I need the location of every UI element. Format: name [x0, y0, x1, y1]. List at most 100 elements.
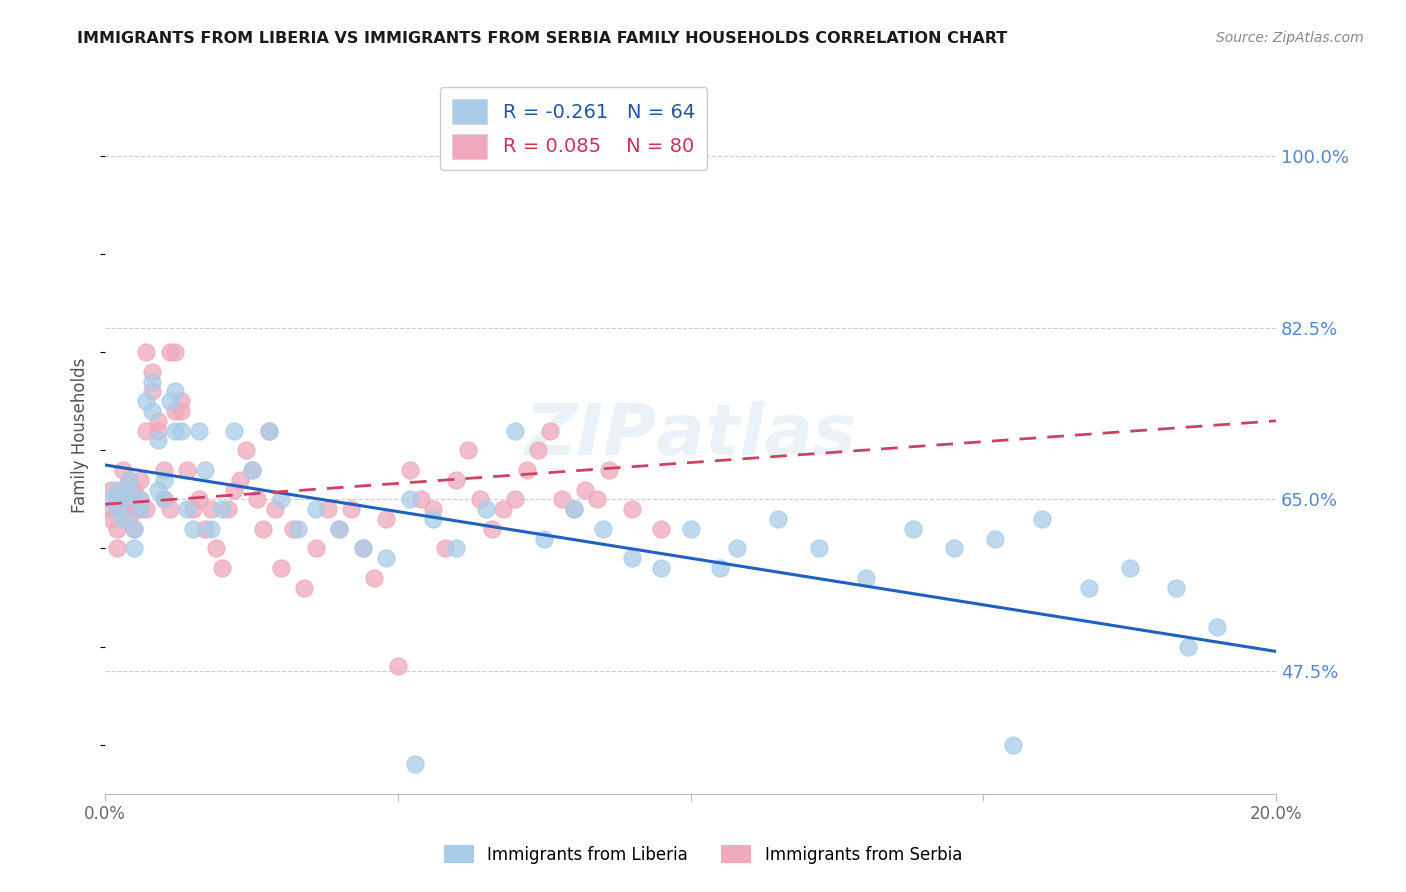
Point: [176, 463, 198, 477]
Point: [124, 502, 146, 516]
Point: [181, 502, 204, 516]
Point: [257, 424, 280, 438]
Point: [135, 345, 157, 359]
Point: [152, 492, 174, 507]
Point: [170, 404, 193, 418]
Point: [194, 463, 217, 477]
Point: [105, 502, 128, 516]
Point: [363, 571, 385, 585]
Point: [229, 473, 252, 487]
Point: [375, 512, 398, 526]
Point: [808, 541, 831, 556]
Point: [468, 492, 491, 507]
Point: [100, 502, 122, 516]
Point: [270, 561, 292, 575]
Point: [527, 443, 550, 458]
Point: [111, 483, 134, 497]
Point: [650, 561, 672, 575]
Point: [117, 473, 139, 487]
Point: [146, 414, 169, 428]
Point: [679, 522, 702, 536]
Point: [200, 522, 222, 536]
Point: [111, 463, 134, 477]
Point: [433, 541, 456, 556]
Point: [211, 502, 233, 516]
Point: [1001, 738, 1024, 752]
Point: [141, 375, 163, 389]
Point: [538, 424, 561, 438]
Legend: Immigrants from Liberia, Immigrants from Serbia: Immigrants from Liberia, Immigrants from…: [437, 838, 969, 871]
Point: [533, 532, 555, 546]
Point: [117, 473, 139, 487]
Point: [222, 424, 245, 438]
Point: [422, 512, 444, 526]
Point: [240, 463, 263, 477]
Point: [100, 492, 122, 507]
Point: [621, 551, 644, 566]
Point: [222, 483, 245, 497]
Point: [129, 492, 152, 507]
Point: [984, 532, 1007, 546]
Point: [281, 522, 304, 536]
Point: [100, 512, 122, 526]
Point: [105, 522, 128, 536]
Point: [901, 522, 924, 536]
Point: [105, 492, 128, 507]
Point: [129, 473, 152, 487]
Point: [135, 394, 157, 409]
Point: [305, 541, 328, 556]
Point: [398, 463, 420, 477]
Point: [152, 463, 174, 477]
Point: [200, 502, 222, 516]
Point: [159, 502, 181, 516]
Point: [129, 502, 152, 516]
Point: [375, 551, 398, 566]
Point: [252, 522, 274, 536]
Point: [159, 345, 181, 359]
Point: [194, 522, 217, 536]
Point: [264, 502, 287, 516]
Point: [709, 561, 731, 575]
Point: [422, 502, 444, 516]
Point: [111, 492, 134, 507]
Point: [257, 424, 280, 438]
Point: [240, 463, 263, 477]
Point: [1031, 512, 1053, 526]
Point: [170, 394, 193, 409]
Point: [124, 522, 146, 536]
Point: [481, 522, 503, 536]
Point: [352, 541, 374, 556]
Point: [562, 502, 585, 516]
Point: [855, 571, 877, 585]
Text: Source: ZipAtlas.com: Source: ZipAtlas.com: [1216, 31, 1364, 45]
Point: [516, 463, 538, 477]
Point: [1166, 581, 1188, 595]
Point: [141, 404, 163, 418]
Point: [725, 541, 748, 556]
Point: [187, 424, 209, 438]
Point: [404, 757, 426, 772]
Point: [141, 384, 163, 399]
Point: [492, 502, 515, 516]
Point: [146, 424, 169, 438]
Point: [474, 502, 496, 516]
Point: [111, 512, 134, 526]
Point: [129, 502, 152, 516]
Point: [141, 365, 163, 379]
Point: [621, 502, 644, 516]
Point: [598, 463, 620, 477]
Point: [270, 492, 292, 507]
Point: [117, 512, 139, 526]
Point: [135, 502, 157, 516]
Point: [159, 394, 181, 409]
Point: [1177, 640, 1199, 654]
Point: [411, 492, 433, 507]
Point: [152, 473, 174, 487]
Point: [340, 502, 363, 516]
Point: [551, 492, 574, 507]
Point: [205, 541, 228, 556]
Point: [1077, 581, 1099, 595]
Point: [446, 541, 468, 556]
Text: IMMIGRANTS FROM LIBERIA VS IMMIGRANTS FROM SERBIA FAMILY HOUSEHOLDS CORRELATION : IMMIGRANTS FROM LIBERIA VS IMMIGRANTS FR…: [77, 31, 1008, 46]
Point: [165, 384, 187, 399]
